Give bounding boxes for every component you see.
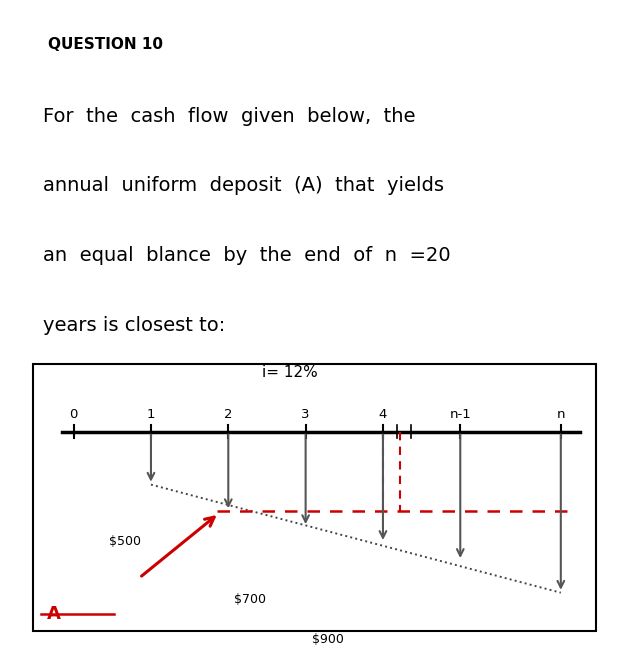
Text: 3: 3	[302, 408, 310, 421]
Text: n: n	[557, 408, 565, 421]
Text: 4: 4	[379, 408, 387, 421]
Text: A: A	[47, 605, 60, 623]
Text: 2: 2	[224, 408, 233, 421]
Text: years is closest to:: years is closest to:	[43, 316, 225, 335]
Text: an  equal  blance  by  the  end  of  n  =20: an equal blance by the end of n =20	[43, 246, 450, 265]
Text: annual  uniform  deposit  (A)  that  yields: annual uniform deposit (A) that yields	[43, 176, 443, 195]
Text: $500: $500	[109, 536, 141, 549]
Text: $900: $900	[312, 633, 344, 646]
Text: For  the  cash  flow  given  below,  the: For the cash flow given below, the	[43, 107, 415, 126]
FancyBboxPatch shape	[34, 364, 596, 631]
Text: i= 12%: i= 12%	[262, 365, 318, 380]
Text: QUESTION 10: QUESTION 10	[49, 37, 164, 52]
Text: n-1: n-1	[450, 408, 471, 421]
Text: 0: 0	[70, 408, 78, 421]
Text: 1: 1	[147, 408, 156, 421]
Text: $700: $700	[234, 593, 266, 606]
